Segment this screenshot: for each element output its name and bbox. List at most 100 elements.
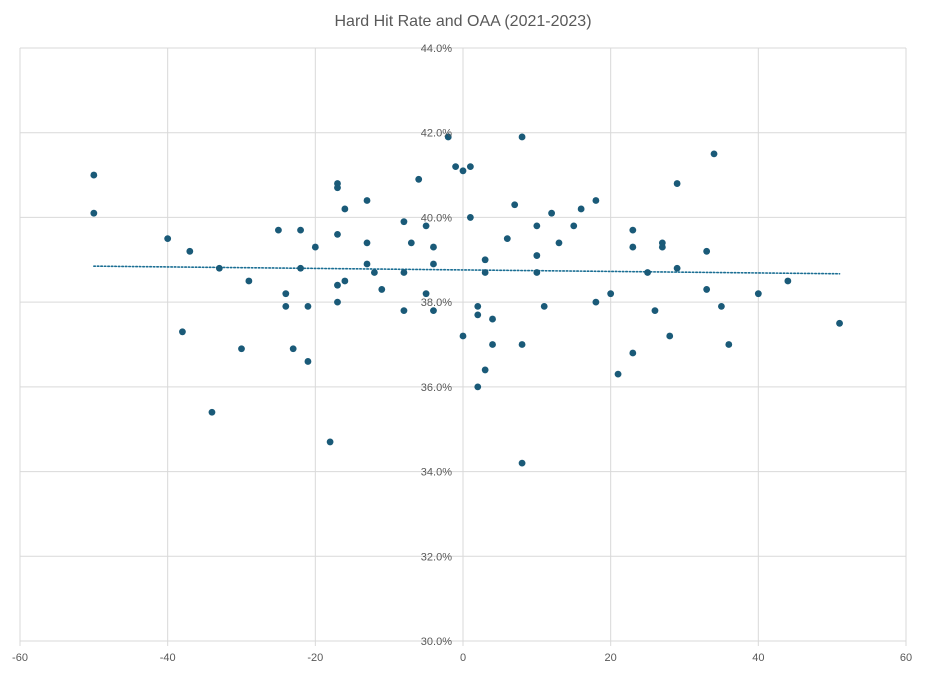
- data-point: [474, 302, 482, 310]
- data-point: [378, 286, 386, 293]
- data-point: [518, 459, 526, 467]
- data-point: [614, 370, 622, 378]
- y-tick-label: 44.0%: [421, 43, 452, 55]
- data-point: [489, 315, 496, 323]
- data-point: [540, 302, 548, 310]
- y-tick-label: 30.0%: [421, 636, 452, 648]
- data-point: [164, 235, 172, 243]
- x-tick-label: -40: [160, 652, 176, 664]
- data-point: [577, 205, 585, 213]
- trendline: [93, 265, 841, 275]
- y-tick-labels: 30.0% 32.0% 34.0% 36.0% 38.0% 40.0% 42.0% 44.0%: [421, 43, 452, 648]
- data-point: [179, 328, 186, 336]
- data-point: [651, 307, 659, 315]
- x-tick-label: 0: [460, 652, 466, 664]
- data-point: [533, 269, 541, 276]
- data-point: [238, 345, 245, 353]
- x-tick-labels: -60 -40 -20 0 20 40 60: [12, 652, 912, 664]
- data-points: [90, 133, 843, 467]
- data-point: [459, 167, 467, 175]
- data-point: [629, 243, 637, 251]
- data-point: [481, 256, 489, 264]
- data-point: [407, 239, 415, 247]
- data-point: [489, 341, 496, 348]
- data-point: [710, 150, 718, 158]
- data-point: [334, 230, 341, 238]
- data-point: [422, 290, 430, 298]
- gridlines: [19, 47, 907, 646]
- data-point: [533, 252, 541, 259]
- x-tick-label: 20: [605, 652, 617, 664]
- data-point: [666, 332, 674, 340]
- data-point: [673, 264, 681, 272]
- y-tick-label: 32.0%: [421, 551, 452, 563]
- data-point: [297, 226, 304, 234]
- data-point: [400, 218, 408, 226]
- x-tick-label: -20: [307, 652, 323, 664]
- data-point: [326, 438, 334, 446]
- data-point: [703, 247, 711, 255]
- data-point: [511, 201, 519, 209]
- data-point: [186, 247, 194, 255]
- data-point: [629, 226, 637, 234]
- data-point: [452, 163, 460, 171]
- data-point: [430, 260, 437, 268]
- data-point: [282, 302, 290, 310]
- data-point: [430, 307, 437, 315]
- data-point: [474, 311, 482, 319]
- data-point: [304, 358, 312, 365]
- data-point: [275, 226, 282, 234]
- data-point: [481, 269, 489, 276]
- data-point: [607, 290, 615, 298]
- y-tick-label: 40.0%: [421, 212, 452, 224]
- data-point: [548, 209, 555, 217]
- data-point: [415, 175, 423, 183]
- trendline-layer: [93, 265, 841, 275]
- data-point: [245, 277, 253, 285]
- x-tick-label: 40: [752, 652, 764, 664]
- data-point: [282, 290, 290, 298]
- data-point: [444, 133, 452, 141]
- data-point: [90, 209, 98, 217]
- data-point: [784, 277, 792, 285]
- data-point: [481, 366, 489, 374]
- data-point: [754, 290, 762, 298]
- data-point: [555, 239, 563, 247]
- data-point: [533, 222, 541, 230]
- data-point: [718, 302, 725, 310]
- data-point: [466, 214, 474, 221]
- data-point: [334, 298, 341, 306]
- data-point: [673, 180, 681, 187]
- data-point: [90, 171, 98, 179]
- y-tick-label: 42.0%: [421, 128, 452, 140]
- data-point: [518, 133, 526, 141]
- data-point: [836, 319, 843, 327]
- data-point: [459, 332, 467, 340]
- data-point: [725, 341, 733, 348]
- data-point: [334, 281, 341, 289]
- data-point: [629, 349, 637, 357]
- data-point: [208, 408, 216, 416]
- data-point: [215, 264, 223, 272]
- data-point: [297, 264, 304, 272]
- y-tick-label: 34.0%: [421, 467, 452, 479]
- data-point: [363, 239, 371, 247]
- x-tick-label: 60: [900, 652, 912, 664]
- data-point: [658, 243, 666, 251]
- data-point: [400, 307, 408, 315]
- data-point: [644, 269, 651, 276]
- data-point: [474, 383, 482, 391]
- data-point: [703, 286, 711, 293]
- data-point: [363, 197, 371, 204]
- data-point: [341, 205, 349, 213]
- data-point: [570, 222, 578, 230]
- y-tick-label: 38.0%: [421, 297, 452, 309]
- data-point: [311, 243, 319, 251]
- data-point: [304, 302, 312, 310]
- data-point: [592, 298, 600, 306]
- data-point: [341, 277, 349, 285]
- data-point: [518, 341, 526, 348]
- y-tick-label: 36.0%: [421, 382, 452, 394]
